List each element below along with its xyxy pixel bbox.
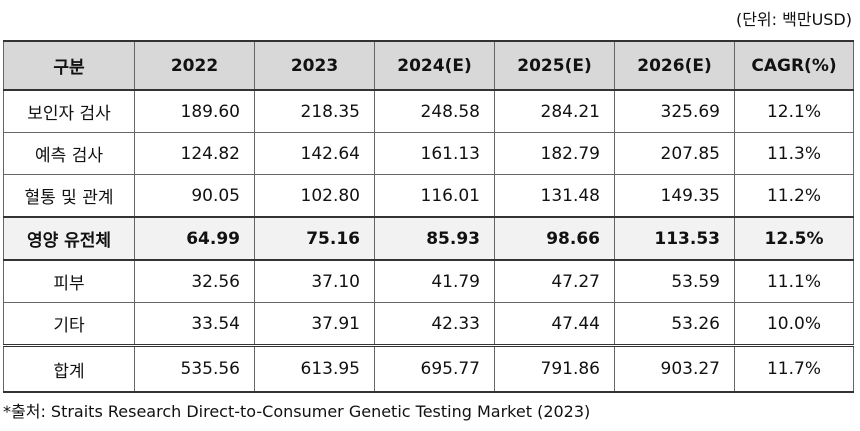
- cell-value: 41.79: [374, 259, 495, 303]
- cell-value: 131.48: [494, 174, 615, 218]
- cell-value: 149.35: [614, 174, 735, 218]
- row-label: 합계: [3, 344, 135, 393]
- cell-value: 75.16: [254, 216, 375, 261]
- row-label: 피부: [3, 259, 135, 303]
- cell-value: 535.56: [134, 344, 255, 393]
- cell-value: 64.99: [134, 216, 255, 261]
- cell-value: 47.27: [494, 259, 615, 303]
- cell-value: 182.79: [494, 132, 615, 175]
- table-row: 보인자 검사 189.60 218.35 248.58 284.21 325.6…: [3, 89, 854, 133]
- header-2023: 2023: [254, 40, 375, 91]
- cell-value: 613.95: [254, 344, 375, 393]
- header-category: 구분: [3, 40, 135, 91]
- table-row-total: 합계 535.56 613.95 695.77 791.86 903.27 11…: [3, 344, 854, 393]
- market-table: 구분 2022 2023 2024(E) 2025(E) 2026(E) CAG…: [3, 40, 854, 393]
- cell-value: 90.05: [134, 174, 255, 218]
- unit-note: (단위: 백만USD): [735, 10, 852, 29]
- cell-value: 33.54: [134, 302, 255, 346]
- row-label: 혈통 및 관계: [3, 174, 135, 218]
- source-note: *출처: Straits Research Direct-to-Consumer…: [3, 402, 591, 421]
- cell-value: 142.64: [254, 132, 375, 175]
- table-row: 혈통 및 관계 90.05 102.80 116.01 131.48 149.3…: [3, 174, 854, 218]
- cell-value: 98.66: [494, 216, 615, 261]
- cell-value: 85.93: [374, 216, 495, 261]
- cell-value: 53.26: [614, 302, 735, 346]
- header-2025: 2025(E): [494, 40, 615, 91]
- cell-cagr: 11.2%: [734, 174, 854, 218]
- row-label: 보인자 검사: [3, 89, 135, 133]
- cell-value: 42.33: [374, 302, 495, 346]
- cell-value: 791.86: [494, 344, 615, 393]
- table-row: 기타 33.54 37.91 42.33 47.44 53.26 10.0%: [3, 302, 854, 346]
- table-row: 피부 32.56 37.10 41.79 47.27 53.59 11.1%: [3, 259, 854, 303]
- cell-value: 189.60: [134, 89, 255, 133]
- header-row: 구분 2022 2023 2024(E) 2025(E) 2026(E) CAG…: [3, 40, 854, 91]
- cell-value: 32.56: [134, 259, 255, 303]
- cell-cagr: 12.1%: [734, 89, 854, 133]
- cell-value: 161.13: [374, 132, 495, 175]
- row-label: 기타: [3, 302, 135, 346]
- cell-value: 284.21: [494, 89, 615, 133]
- cell-value: 207.85: [614, 132, 735, 175]
- cell-value: 37.10: [254, 259, 375, 303]
- cell-value: 903.27: [614, 344, 735, 393]
- cell-cagr: 11.7%: [734, 344, 854, 393]
- cell-value: 116.01: [374, 174, 495, 218]
- table-row: 예측 검사 124.82 142.64 161.13 182.79 207.85…: [3, 132, 854, 175]
- cell-value: 113.53: [614, 216, 735, 261]
- cell-cagr: 12.5%: [734, 216, 854, 261]
- header-2024: 2024(E): [374, 40, 495, 91]
- cell-value: 47.44: [494, 302, 615, 346]
- row-label: 예측 검사: [3, 132, 135, 175]
- cell-cagr: 11.1%: [734, 259, 854, 303]
- cell-value: 124.82: [134, 132, 255, 175]
- cell-value: 695.77: [374, 344, 495, 393]
- row-label: 영양 유전체: [3, 216, 135, 261]
- cell-value: 218.35: [254, 89, 375, 133]
- header-2026: 2026(E): [614, 40, 735, 91]
- cell-value: 248.58: [374, 89, 495, 133]
- cell-cagr: 11.3%: [734, 132, 854, 175]
- cell-value: 102.80: [254, 174, 375, 218]
- cell-value: 37.91: [254, 302, 375, 346]
- cell-value: 325.69: [614, 89, 735, 133]
- table-row-highlighted: 영양 유전체 64.99 75.16 85.93 98.66 113.53 12…: [3, 216, 854, 261]
- cell-cagr: 10.0%: [734, 302, 854, 346]
- cell-value: 53.59: [614, 259, 735, 303]
- header-2022: 2022: [134, 40, 255, 91]
- header-cagr: CAGR(%): [734, 40, 854, 91]
